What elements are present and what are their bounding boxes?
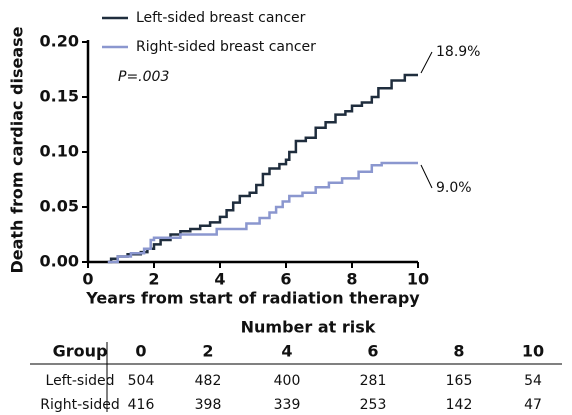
end-label: 18.9% bbox=[436, 44, 480, 60]
table-header: 8 bbox=[453, 342, 464, 361]
table-cell: 416 bbox=[128, 397, 155, 413]
table-header: 0 bbox=[135, 342, 146, 361]
y-tick-label: 0.20 bbox=[40, 32, 79, 51]
table-cell: 482 bbox=[195, 373, 222, 389]
table-cell: 339 bbox=[274, 397, 301, 413]
table-cell: 281 bbox=[360, 373, 387, 389]
table-header: 6 bbox=[367, 342, 378, 361]
table-cell: 253 bbox=[360, 397, 387, 413]
x-tick-label: 6 bbox=[280, 270, 291, 289]
y-tick-label: 0.05 bbox=[40, 197, 79, 216]
table-cell: Left-sided bbox=[46, 373, 115, 389]
leader-line bbox=[420, 164, 433, 189]
legend-label: Right-sided breast cancer bbox=[136, 39, 316, 55]
x-axis-label: Years from start of radiation therapy bbox=[85, 289, 420, 308]
x-tick-label: 10 bbox=[407, 270, 429, 289]
table-cell: 398 bbox=[195, 397, 222, 413]
table-cell: Right-sided bbox=[40, 397, 120, 413]
legend-label: Left-sided breast cancer bbox=[136, 10, 306, 26]
table-cell: 54 bbox=[524, 373, 542, 389]
x-tick-label: 8 bbox=[346, 270, 357, 289]
p-value: P=.003 bbox=[118, 69, 169, 85]
table-header: 4 bbox=[281, 342, 292, 361]
y-tick-label: 0.10 bbox=[40, 142, 79, 161]
x-tick-label: 4 bbox=[214, 270, 225, 289]
leader-line bbox=[420, 51, 433, 74]
survival-line bbox=[107, 73, 418, 264]
table-cell: 142 bbox=[446, 397, 473, 413]
y-tick-label: 0.15 bbox=[40, 87, 79, 106]
table-cell: 400 bbox=[274, 373, 301, 389]
table-header: Group bbox=[53, 342, 108, 361]
end-label: 9.0% bbox=[436, 180, 472, 196]
table-cell: 47 bbox=[524, 397, 542, 413]
x-tick-label: 2 bbox=[148, 270, 159, 289]
survival-line bbox=[107, 161, 418, 264]
x-tick-label: 0 bbox=[82, 270, 93, 289]
y-axis-label: Death from cardiac disease bbox=[8, 26, 27, 273]
table-header: 10 bbox=[522, 342, 544, 361]
y-tick-label: 0.00 bbox=[40, 252, 79, 271]
risk-table-title: Number at risk bbox=[241, 318, 376, 337]
table-cell: 165 bbox=[446, 373, 473, 389]
table-header: 2 bbox=[202, 342, 213, 361]
table-cell: 504 bbox=[128, 373, 155, 389]
